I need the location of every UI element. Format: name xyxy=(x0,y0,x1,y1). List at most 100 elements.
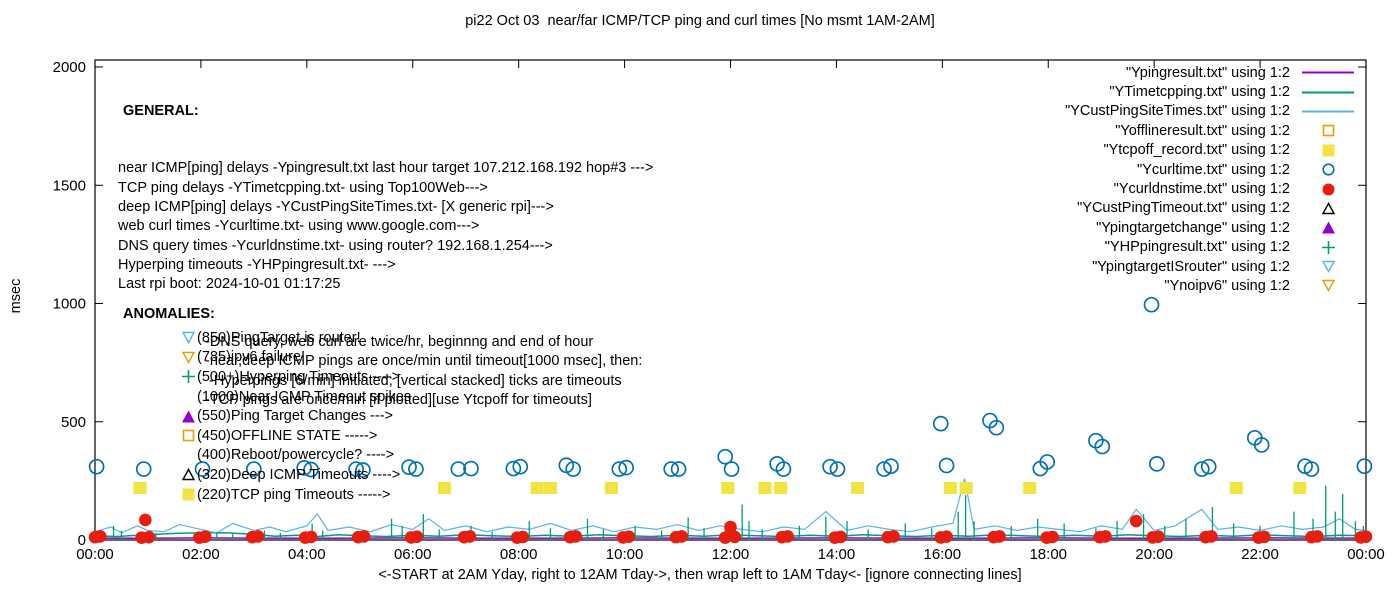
anomaly-text: (850)PingTarget is router! xyxy=(197,329,361,346)
square-filled-icon xyxy=(182,488,197,502)
line-sample-icon xyxy=(1298,105,1358,118)
legend-label: "Ytcpoff_record.txt" using 1:2 xyxy=(1103,142,1290,159)
triangle-down-open-icon xyxy=(1298,260,1358,274)
x-tick-label: 00:00 xyxy=(76,546,114,563)
triangle-down-open-icon xyxy=(182,350,197,364)
x-tick-label: 00:00 xyxy=(1347,546,1385,563)
x-tick-label: 06:00 xyxy=(394,546,432,563)
anomaly-text: (500+)Hyperping Timeouts ----> xyxy=(197,368,401,385)
general-block: GENERAL: near ICMP[ping] delays -Ypingre… xyxy=(118,63,653,430)
general-line: deep ICMP[ping] delays -YCustPingSiteTim… xyxy=(118,199,554,216)
legend: "Ypingresult.txt" using 1:2 "YTimetcpping… xyxy=(760,63,1358,296)
anomaly-item: (220)TCP ping Timeouts -----> xyxy=(182,485,411,505)
series-Ytcpoff_record xyxy=(133,481,1307,494)
legend-label: "Ynoipv6" using 1:2 xyxy=(1164,277,1290,294)
legend-item: "Ypingresult.txt" using 1:2 xyxy=(760,63,1358,82)
square-open-icon xyxy=(1298,124,1358,137)
x-tick-label: 08:00 xyxy=(500,546,538,563)
general-line: Last rpi boot: 2024-10-01 01:17:25 xyxy=(118,276,341,293)
series-YCustPingSiteTimes xyxy=(94,478,1367,534)
x-tick-label: 04:00 xyxy=(288,546,326,563)
anomaly-item: (550)Ping Target Changes ---> xyxy=(182,406,411,426)
anomaly-text: (450)OFFLINE STATE -----> xyxy=(197,427,378,444)
general-heading: GENERAL: xyxy=(123,102,199,119)
anomaly-text: (220)TCP ping Timeouts -----> xyxy=(197,486,391,503)
anomaly-item: (400)Reboot/powercycle? ----> xyxy=(182,446,411,466)
legend-item: "YTimetcpping.txt" using 1:2 xyxy=(760,82,1358,101)
legend-label: "YTimetcpping.txt" using 1:2 xyxy=(1109,84,1290,101)
chart-title: pi22 Oct 03 near/far ICMP/TCP ping and c… xyxy=(465,13,935,29)
anomaly-text: (550)Ping Target Changes ---> xyxy=(197,408,393,425)
legend-item: "Ynoipv6" using 1:2 xyxy=(760,276,1358,295)
x-tick-label: 12:00 xyxy=(712,546,750,563)
x-tick-label: 18:00 xyxy=(1029,546,1067,563)
legend-item: "Yofflineresult.txt" using 1:2 xyxy=(760,121,1358,140)
legend-item: "Ycurltime.txt" using 1:2 xyxy=(760,160,1358,179)
triangle-up-open-icon xyxy=(182,468,197,482)
anomaly-item: (320)Deep ICMP Timeouts ----> xyxy=(182,465,411,485)
legend-label: "YHPpingresult.txt" using 1:2 xyxy=(1104,239,1290,256)
plus-icon xyxy=(182,370,197,384)
x-tick-label: 20:00 xyxy=(1135,546,1173,563)
legend-label: "Ypingresult.txt" using 1:2 xyxy=(1126,64,1290,81)
legend-label: "Yofflineresult.txt" using 1:2 xyxy=(1115,122,1290,139)
anomalies-block: (850)PingTarget is router! (785)ipv6 fail… xyxy=(182,328,411,504)
legend-item: "Ytcpoff_record.txt" using 1:2 xyxy=(760,141,1358,160)
y-tick-label: 500 xyxy=(61,414,86,431)
anomaly-item: (450)OFFLINE STATE -----> xyxy=(182,426,411,446)
anomaly-item: (785)ipv6 failure! xyxy=(182,348,411,368)
anomaly-item: (500+)Hyperping Timeouts ----> xyxy=(182,367,411,387)
general-note-line: -DNS query, web curl are twice/hr, begin… xyxy=(205,334,594,351)
series-Ycurldnstime xyxy=(88,513,1373,544)
legend-label: "Ycurldnstime.txt" using 1:2 xyxy=(1113,181,1290,198)
plus-icon xyxy=(1298,240,1358,254)
general-note-line: -Hyperpings [6/min] initiated; [vertical… xyxy=(205,372,622,389)
x-tick-label: 16:00 xyxy=(924,546,962,563)
legend-label: "YCustPingTimeout.txt" using 1:2 xyxy=(1077,200,1290,217)
x-tick-label: 02:00 xyxy=(182,546,220,563)
general-line: DNS query times -Ycurldnstime.txt- using… xyxy=(118,237,553,254)
anomaly-item: (1000)Near ICMP Timeout spikes xyxy=(182,387,411,407)
triangle-up-filled-icon xyxy=(182,409,197,423)
anomaly-text: (785)ipv6 failure! xyxy=(197,349,305,366)
x-tick-label: 10:00 xyxy=(606,546,644,563)
triangle-down-open-icon xyxy=(182,331,197,345)
series-Ycurltime xyxy=(88,296,1373,478)
no-icon xyxy=(182,390,197,404)
anomaly-text: (320)Deep ICMP Timeouts ----> xyxy=(197,466,401,483)
x-axis-label: <-START at 2AM Yday, right to 12AM Tday-… xyxy=(378,567,1022,583)
triangle-down-open-icon xyxy=(1298,279,1358,293)
circle-filled-icon xyxy=(1298,183,1358,196)
no-icon xyxy=(182,448,197,462)
anomaly-item: (850)PingTarget is router! xyxy=(182,328,411,348)
general-note-line: -near,deep ICMP pings are once/min until… xyxy=(205,353,643,370)
circle-open-icon xyxy=(1298,163,1358,176)
line-sample-icon xyxy=(1298,86,1358,99)
y-axis-label: msec xyxy=(8,278,24,314)
legend-label: "YpingtargetISrouter" using 1:2 xyxy=(1092,258,1290,275)
y-tick-label: 1000 xyxy=(53,296,86,313)
anomaly-text: (1000)Near ICMP Timeout spikes xyxy=(197,388,412,405)
y-tick-label: 0 xyxy=(78,532,86,549)
square-open-icon xyxy=(182,429,197,443)
general-note-line: -TCP pings are once/min [if plotted][use… xyxy=(205,392,592,409)
legend-label: "Ypingtargetchange" using 1:2 xyxy=(1096,219,1290,236)
x-tick-label: 22:00 xyxy=(1241,546,1279,563)
legend-label: "YCustPingSiteTimes.txt" using 1:2 xyxy=(1065,103,1290,120)
line-sample-icon xyxy=(1298,66,1358,79)
anomalies-heading: ANOMALIES: xyxy=(123,306,215,322)
legend-item: "YpingtargetISrouter" using 1:2 xyxy=(760,257,1358,276)
legend-item: "YCustPingTimeout.txt" using 1:2 xyxy=(760,199,1358,218)
legend-item: "YHPpingresult.txt" using 1:2 xyxy=(760,238,1358,257)
y-tick-label: 2000 xyxy=(53,59,86,76)
legend-item: "Ycurldnstime.txt" using 1:2 xyxy=(760,179,1358,198)
anomaly-text: (400)Reboot/powercycle? ----> xyxy=(197,447,395,464)
y-tick-label: 1500 xyxy=(53,177,86,194)
legend-label: "Ycurltime.txt" using 1:2 xyxy=(1137,161,1290,178)
legend-item: "Ypingtargetchange" using 1:2 xyxy=(760,218,1358,237)
general-line: Hyperping timeouts -YHPpingresult.txt- -… xyxy=(118,256,396,273)
square-filled-icon xyxy=(1298,144,1358,157)
triangle-up-open-icon xyxy=(1298,201,1358,215)
general-line: TCP ping delays -YTimetcpping.txt- using… xyxy=(118,179,488,196)
